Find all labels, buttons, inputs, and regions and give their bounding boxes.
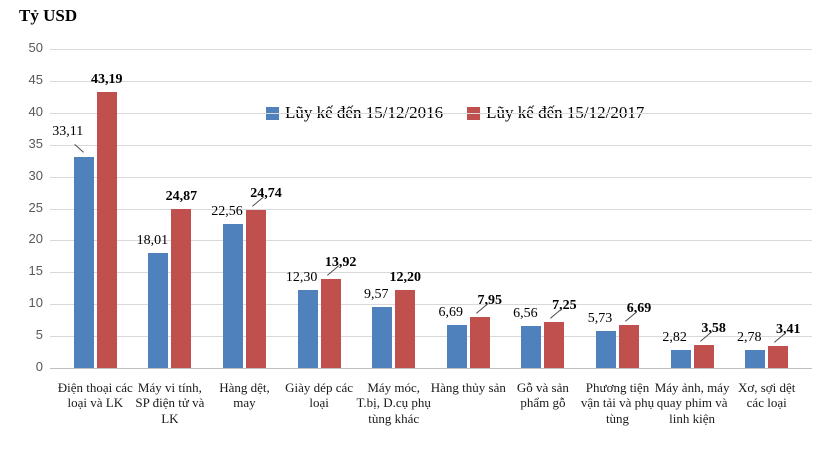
bar-2017 — [768, 346, 789, 368]
category-label: Phương tiện vận tải và phụ tùng — [580, 380, 655, 426]
x-axis-line — [50, 368, 812, 369]
gridline — [50, 176, 812, 178]
data-label-2016: 2,82 — [662, 330, 687, 345]
category-label: Máy móc, T.bị, D.cụ phụ tùng khác — [356, 380, 431, 426]
data-label-2016: 18,01 — [136, 233, 169, 249]
bar-2017 — [246, 210, 266, 368]
gridline — [50, 304, 812, 306]
category-label: Máy vi tính, SP điện tử và LK — [135, 380, 205, 426]
gridline — [50, 336, 812, 338]
data-label-2016: 12,30 — [285, 269, 318, 285]
y-axis-tick-label: 50 — [28, 40, 43, 55]
y-axis-tick-label: 30 — [28, 167, 43, 183]
bar-2017 — [469, 317, 490, 368]
data-label-2017: 7,95 — [477, 293, 503, 309]
y-axis-tick-label: 40 — [28, 103, 43, 119]
bar-2017 — [395, 290, 416, 368]
gridline — [50, 272, 812, 274]
y-axis-tick-label: 25 — [28, 199, 43, 215]
bar-2016 — [148, 253, 169, 368]
bar-2016 — [446, 325, 467, 368]
bar-2017 — [544, 321, 565, 368]
y-axis-tick-label: 35 — [28, 135, 43, 151]
bar-2016 — [521, 326, 542, 368]
data-label-2016: 22,56 — [211, 204, 243, 220]
gridline — [50, 49, 812, 50]
bar-2016 — [670, 350, 691, 368]
category-label: Hàng dệt, may — [219, 380, 270, 411]
y-axis-tick-label: 20 — [28, 231, 43, 247]
data-label-2016: 33,11 — [52, 123, 84, 139]
category-label: Giày dép các loại — [285, 380, 354, 411]
y-axis-tick-label: 10 — [28, 295, 43, 311]
legend: Lũy kế đến 15/12/2016 Lũy kế đến 15/12/2… — [266, 103, 644, 123]
category-label: Gỗ và sản phẩm gỗ — [516, 380, 569, 411]
category-label: Điện thoại các loại và LK — [57, 380, 133, 411]
bar-2016 — [372, 306, 393, 368]
y-axis-tick-label: 15 — [28, 263, 43, 279]
bar-2016 — [223, 224, 243, 368]
chart-title: Tỷ USD — [19, 6, 78, 25]
data-label-2017: 12,20 — [389, 270, 421, 286]
bar-2017 — [320, 279, 341, 368]
category-label: Hàng thủy sản — [430, 380, 506, 395]
data-label-2017: 13,92 — [324, 255, 357, 271]
data-label-2017: 24,87 — [165, 189, 198, 205]
y-axis-tick-label: 5 — [35, 327, 43, 343]
bar-2017 — [619, 325, 639, 368]
y-axis-tick-label: 45 — [28, 71, 43, 87]
gridline — [50, 80, 812, 82]
bar-2016 — [596, 331, 616, 368]
bar-2016 — [745, 350, 766, 368]
bar-2017 — [693, 345, 714, 368]
data-label-2016: 2,78 — [736, 330, 762, 346]
data-label-2016: 6,69 — [438, 305, 464, 321]
data-label-2017: 3,58 — [701, 321, 726, 337]
data-label-2017: 24,74 — [250, 186, 282, 202]
data-label-2017: 43,19 — [91, 72, 123, 88]
gridline — [50, 208, 812, 210]
gridline — [50, 240, 812, 242]
bar-2016 — [73, 156, 94, 368]
data-label-2017: 7,25 — [552, 297, 577, 313]
data-label-2017: 6,69 — [626, 301, 652, 317]
legend-label-2017: Lũy kế đến 15/12/2017 — [486, 103, 645, 122]
bar-2017 — [171, 209, 192, 368]
category-label: Máy ảnh, máy quay phim và linh kiện — [654, 380, 730, 426]
data-label-2016: 6,56 — [513, 306, 538, 322]
legend-label-2016: Lũy kế đến 15/12/2016 — [285, 103, 444, 122]
bar-2016 — [297, 289, 318, 368]
data-label-2016: 5,73 — [587, 311, 613, 327]
y-axis-tick-label: 0 — [35, 359, 43, 374]
category-label: Xơ, sợi dệt các loại — [737, 380, 796, 411]
gridline — [50, 112, 812, 114]
data-label-2016: 9,57 — [363, 286, 389, 302]
gridline — [50, 144, 812, 146]
bar-2017 — [96, 92, 117, 368]
